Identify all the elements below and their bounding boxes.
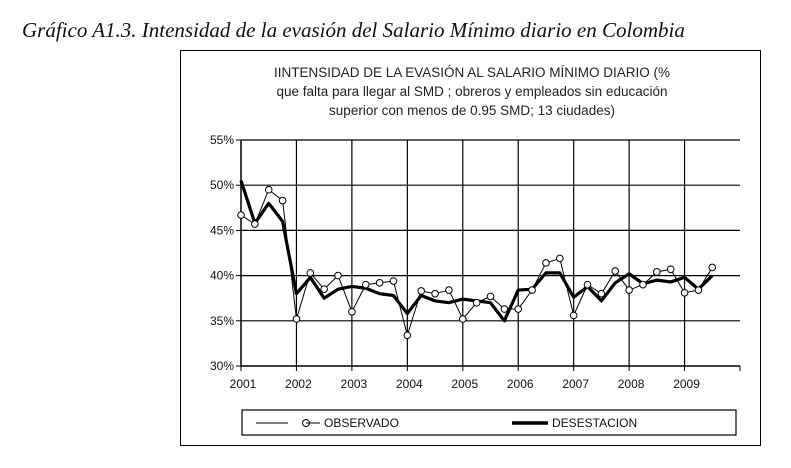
grid-lines xyxy=(241,139,740,366)
y-tick-label: 40% xyxy=(210,269,234,283)
series-observado-point xyxy=(264,185,273,194)
series-observado-point xyxy=(306,269,315,277)
series-observado-point xyxy=(458,315,467,323)
series-observado-point xyxy=(389,277,398,285)
y-tick-label: 45% xyxy=(210,223,234,237)
figure-caption: Gráfico A1.3. Intensidad de la evasión d… xyxy=(22,18,685,42)
x-tick-label: 2006 xyxy=(507,377,534,391)
series-observado-point xyxy=(472,298,481,307)
x-tick-label: 2004 xyxy=(396,377,423,391)
series-observado-point xyxy=(694,286,703,294)
legend: OBSERVADO DESESTACION xyxy=(241,409,737,436)
series-observado-point xyxy=(514,305,523,313)
series-observado-point xyxy=(528,286,536,294)
y-tick-label: 30% xyxy=(210,359,234,373)
series-observado-point xyxy=(708,263,717,272)
y-tick-label: 55% xyxy=(210,133,234,147)
series-observado-point xyxy=(292,315,301,323)
series-observado-point xyxy=(653,268,661,276)
legend-observado-label: OBSERVADO xyxy=(324,416,399,430)
series-observado-point xyxy=(666,265,675,274)
x-tick-label: 2009 xyxy=(673,377,700,391)
x-tick-label: 2003 xyxy=(341,377,368,391)
series-observado-point xyxy=(556,254,564,263)
series-observado-point xyxy=(445,286,453,294)
x-tick-label: 2007 xyxy=(562,377,589,391)
series-observado-point xyxy=(583,280,592,289)
chart-title-line-1: IINTENSIDAD DE LA EVASIÓN AL SALARIO MÍN… xyxy=(274,65,670,80)
series-observado-point xyxy=(375,279,384,287)
series-observado-point xyxy=(639,280,647,289)
legend-desestacion-label: DESESTACION xyxy=(552,416,637,430)
series-observado-line xyxy=(240,189,713,336)
x-tick-label: 2001 xyxy=(230,377,257,391)
series-observado-point xyxy=(251,220,259,228)
series-observado-point xyxy=(611,267,620,275)
y-tick-label: 35% xyxy=(210,314,234,328)
series-observado-point xyxy=(625,286,633,294)
series-observado-point xyxy=(431,289,439,298)
series-observado-point xyxy=(278,196,287,205)
tick-labels: 30% 35% 40% 45% 50% 55% 2001 2002 2003 2004 2005 20… xyxy=(210,133,700,391)
series-observado-point xyxy=(237,211,245,219)
series-observado-point xyxy=(569,311,578,320)
axes xyxy=(236,139,741,371)
legend-box xyxy=(241,409,737,436)
series-observado-point xyxy=(334,271,342,280)
series-observado-point xyxy=(417,287,425,295)
series-observado-point xyxy=(597,289,606,298)
series-observado-point xyxy=(320,285,328,293)
chart-frame xyxy=(180,50,761,446)
series-observado-point xyxy=(348,307,356,316)
x-tick-label: 2008 xyxy=(618,377,645,391)
y-tick-label: 50% xyxy=(210,178,234,192)
series-observado-point xyxy=(361,280,370,289)
chart-title-line-2: que falta para llegar al SMD ; obreros y… xyxy=(277,84,668,99)
x-tick-label: 2005 xyxy=(451,377,478,391)
series-observado-point xyxy=(403,331,412,340)
series-observado-point xyxy=(486,292,495,301)
series-observado-point xyxy=(542,259,550,267)
series-observado-point xyxy=(500,305,509,313)
series-layer xyxy=(237,180,717,340)
chart-title-line-3: superior con menos de 0.95 SMD; 13 ciuda… xyxy=(329,103,615,118)
series-observado-point xyxy=(680,288,689,297)
x-tick-label: 2002 xyxy=(285,377,312,391)
